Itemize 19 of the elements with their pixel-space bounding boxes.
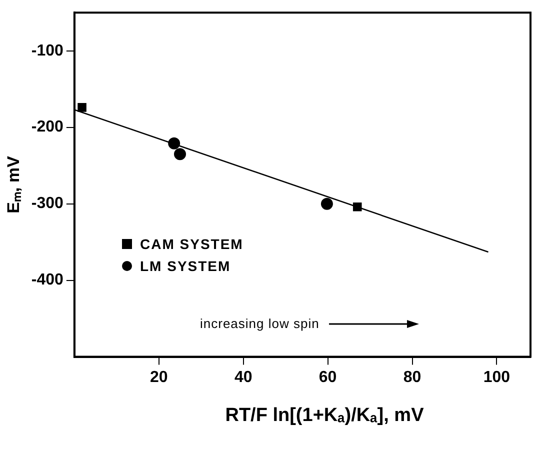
x-tick-label: 40 — [234, 368, 252, 386]
point — [78, 103, 86, 112]
legend-label: LM SYSTEM — [140, 258, 231, 274]
x-tick-label: 20 — [150, 368, 168, 386]
point — [168, 137, 180, 150]
x-tick-label: 60 — [318, 368, 337, 386]
x-axis-title: RT/F ln[(1+Kₐ)/Kₐ], mV — [224, 405, 425, 427]
point — [174, 148, 186, 160]
y-tick-label: -300 — [31, 195, 64, 212]
y-tick-label: -200 — [31, 118, 64, 136]
point — [352, 202, 362, 212]
y-axis-title: Eₘ, mV — [4, 155, 23, 214]
y-tick-label: -100 — [31, 42, 64, 60]
legend-label: CAM SYSTEM — [140, 236, 244, 252]
x-tick-label: 80 — [403, 368, 422, 386]
x-tick-label: 100 — [483, 368, 510, 386]
point — [320, 198, 333, 210]
y-tick-label: -400 — [31, 272, 64, 289]
annotation: increasing low spin — [200, 316, 320, 331]
